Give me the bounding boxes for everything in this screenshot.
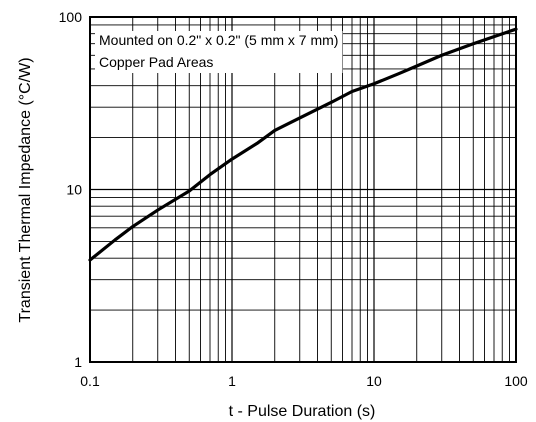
impedance-curve <box>88 27 518 262</box>
y-tick-label: 10 <box>66 182 82 198</box>
x-tick-label: 1 <box>228 373 236 389</box>
y-tick-label: 1 <box>74 354 82 370</box>
x-tick-label: 100 <box>504 373 528 389</box>
tick-labels: 0.1 1 10 100 1 10 100 <box>59 9 528 389</box>
x-tick-label: 0.1 <box>80 373 100 389</box>
x-axis-label: t - Pulse Duration (s) <box>229 403 376 420</box>
annotation-line-1: Mounted on 0.2" x 0.2" (5 mm x 7 mm) <box>99 32 338 48</box>
y-axis-label: Transient Thermal Impedance (°C/W) <box>17 57 34 322</box>
x-tick-label: 10 <box>366 373 382 389</box>
y-tick-label: 100 <box>59 9 83 25</box>
plot-frame <box>89 16 517 363</box>
annotation-box <box>95 31 343 73</box>
annotation-line-2: Copper Pad Areas <box>99 54 213 70</box>
grid-lines <box>90 17 516 362</box>
